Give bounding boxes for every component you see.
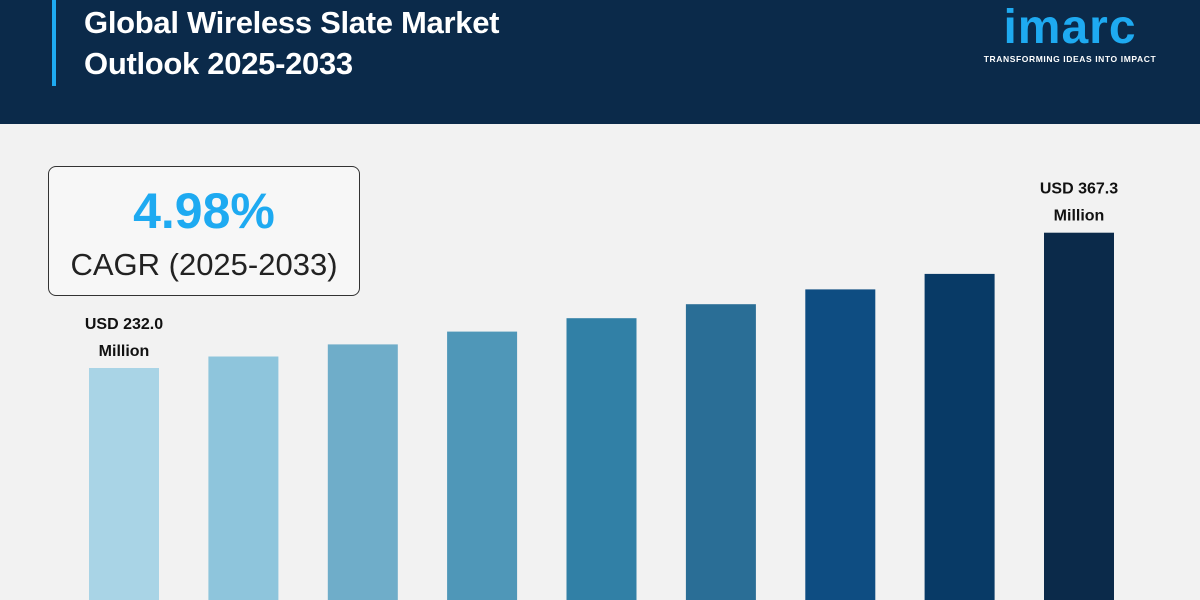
imarc-logo: imarc TRANSFORMING IDEAS INTO IMPACT bbox=[960, 2, 1180, 72]
logo-wordmark: imarc bbox=[1003, 1, 1137, 54]
bar-2025 bbox=[89, 368, 159, 600]
accent-bar bbox=[52, 0, 56, 86]
cagr-label: CAGR (2025-2033) bbox=[70, 247, 338, 282]
cagr-callout: 4.98% CAGR (2025-2033) bbox=[48, 166, 360, 296]
bar-2032 bbox=[924, 273, 995, 600]
bar-2026 bbox=[208, 356, 279, 600]
cagr-value: 4.98% bbox=[133, 183, 275, 239]
bar-chart: USD 232.0 Million USD 367.3 Million bbox=[85, 181, 1118, 600]
bar-2031 bbox=[805, 289, 876, 600]
page-title: Global Wireless Slate Market Outlook 202… bbox=[84, 2, 499, 84]
logo-tagline: TRANSFORMING IDEAS INTO IMPACT bbox=[983, 54, 1157, 64]
bar-2030 bbox=[685, 304, 756, 600]
data-label-2033: USD 367.3 Million bbox=[1040, 181, 1118, 225]
bar-2027 bbox=[327, 344, 398, 600]
bar-2028 bbox=[447, 331, 518, 600]
bar-2033 bbox=[1044, 232, 1114, 600]
bar-2029 bbox=[566, 318, 637, 600]
title-line-1: Global Wireless Slate Market bbox=[84, 5, 500, 40]
title-line-2: Outlook 2025-2033 bbox=[84, 46, 353, 81]
header-banner: Global Wireless Slate Market Outlook 202… bbox=[0, 0, 1200, 124]
data-label-2025: USD 232.0 Million bbox=[85, 316, 163, 360]
